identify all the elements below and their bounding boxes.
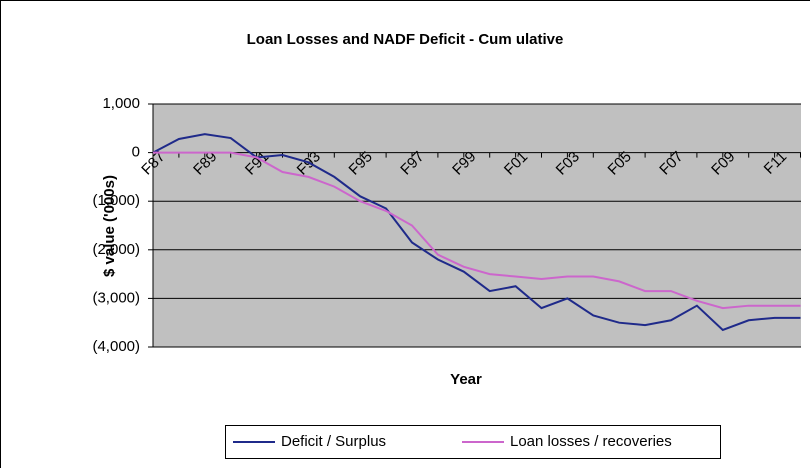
legend-label: Deficit / Surplus <box>281 433 386 450</box>
chart-title: Loan Losses and NADF Deficit - Cum ulati… <box>247 31 564 48</box>
y-tick-label: 1,000 <box>102 95 140 112</box>
series-line <box>152 133 801 332</box>
y-tick-label: (4,000) <box>92 338 140 355</box>
series-line <box>153 151 801 310</box>
y-tick-label: (2,000) <box>92 241 140 258</box>
y-tick-label: (3,000) <box>92 289 140 306</box>
y-axis-title: $ value ('000s) <box>101 175 118 277</box>
plot-area <box>152 103 801 348</box>
x-axis-title: Year <box>450 371 482 388</box>
y-tick-label: (1,000) <box>92 192 140 209</box>
legend-label: Loan losses / recoveries <box>510 433 672 450</box>
y-tick-label: 0 <box>132 144 140 161</box>
